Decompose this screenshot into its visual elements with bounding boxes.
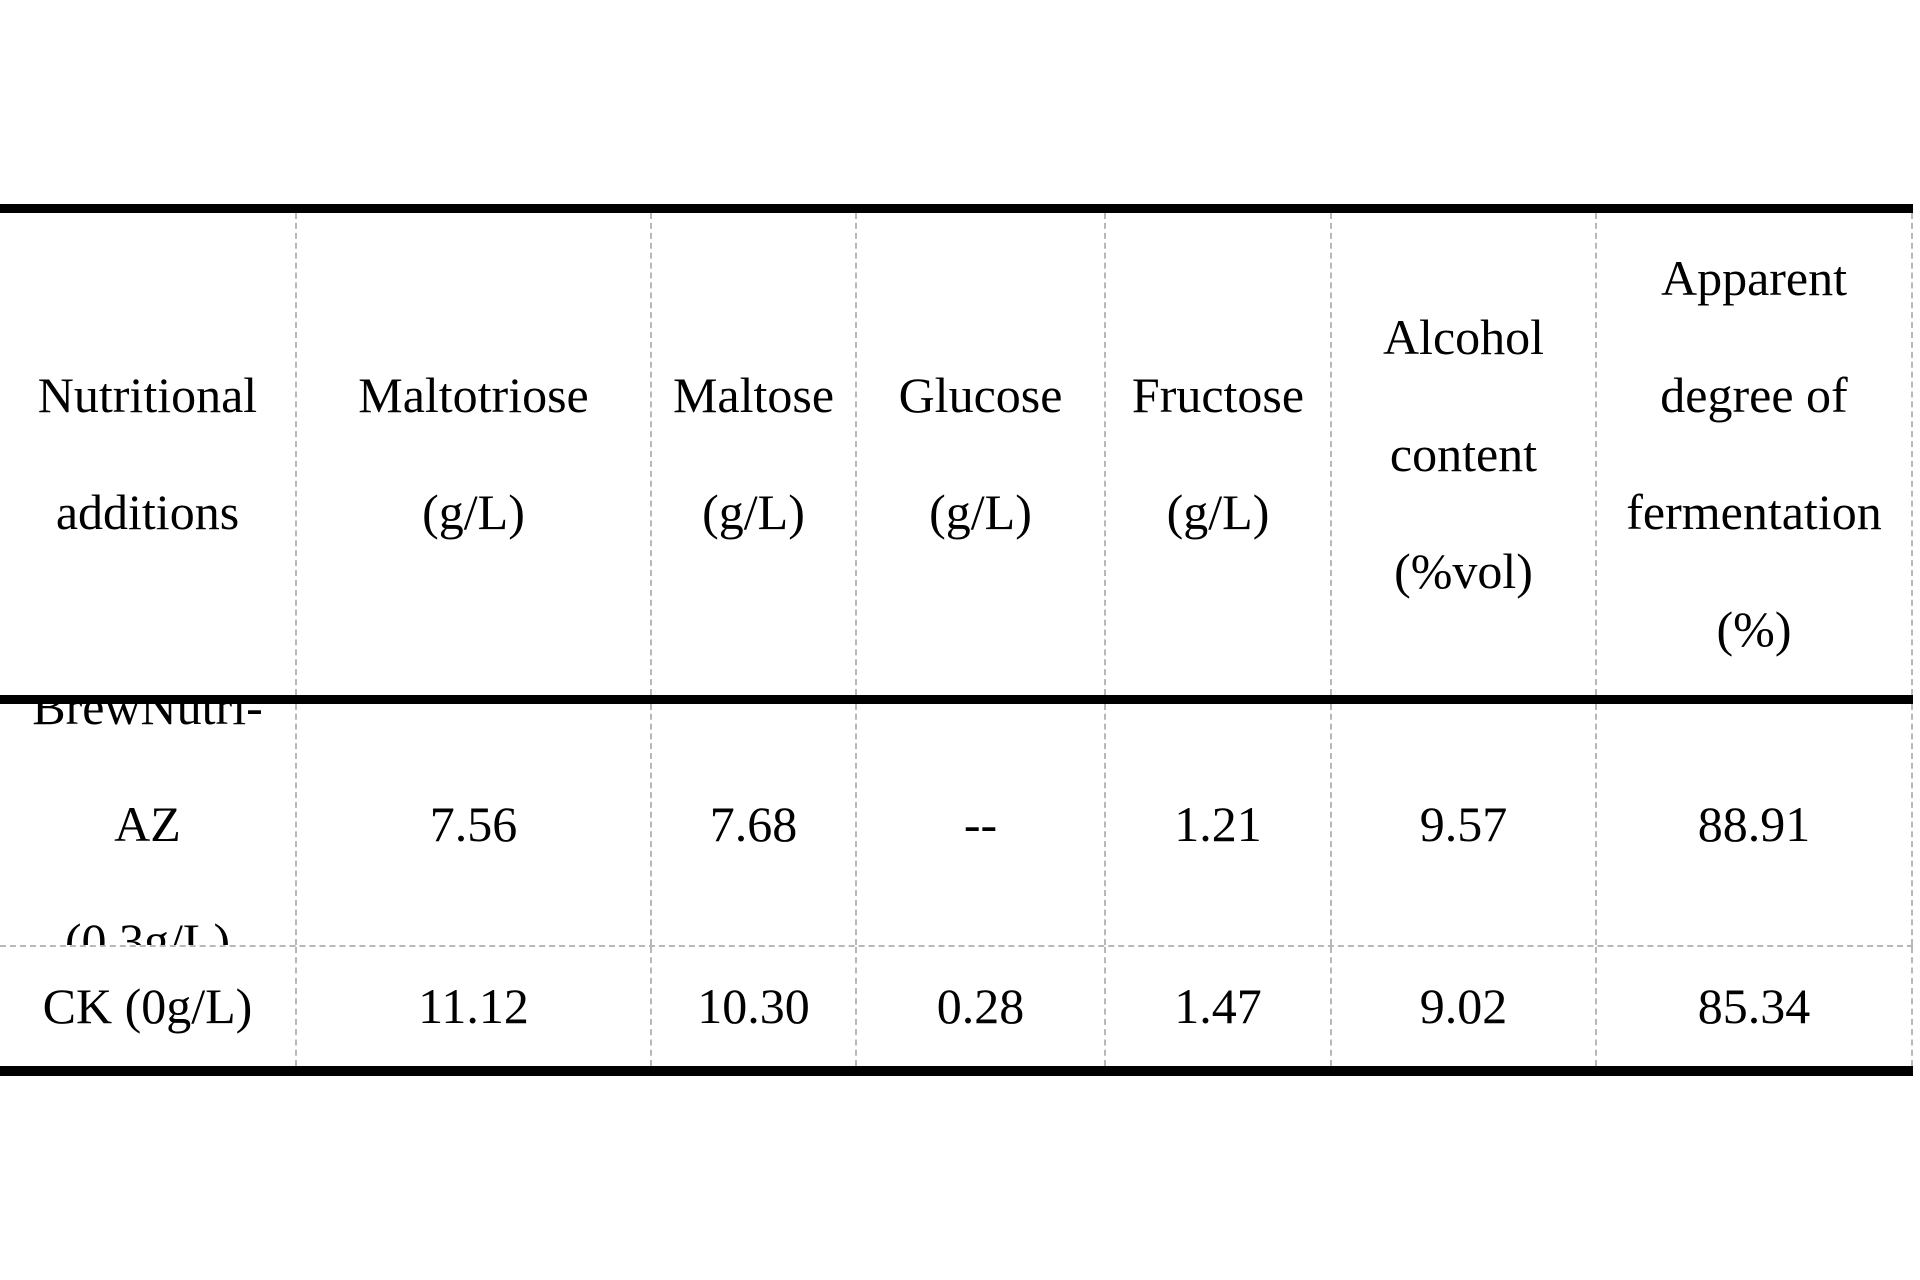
cell-glucose-brewnutri: -- [855, 704, 1104, 945]
cell-alcohol-content-ck: 9.02 [1330, 947, 1595, 1066]
col-header-apparent-degree-of-fermentation: Apparent degree of fermentation (%) [1595, 213, 1913, 695]
table-row-ck: CK (0g/L) 11.12 10.30 0.28 1.47 9.02 85.… [0, 945, 1913, 1066]
header-separator-border [0, 695, 1913, 704]
table-bottom-border [0, 1066, 1913, 1076]
row-label-brewnutri-az: BrewNutri-AZ (0.3g/L) [32, 704, 263, 945]
cell-glucose-ck: 0.28 [855, 947, 1104, 1066]
col-header-glucose: Glucose (g/L) [855, 213, 1104, 695]
row-label-ck: CK (0g/L) [42, 978, 253, 1034]
cell-maltose-ck: 10.30 [650, 947, 855, 1066]
cell-alcohol-content-brewnutri: 9.57 [1330, 704, 1595, 945]
table-row-brewnutri-az: BrewNutri-AZ (0.3g/L) 7.56 7.68 -- 1.21 … [0, 704, 1913, 945]
cell-maltotriose-ck: 11.12 [295, 947, 650, 1066]
cell-fructose-ck: 1.47 [1104, 947, 1330, 1066]
table-top-border [0, 204, 1913, 213]
cell-fructose-brewnutri: 1.21 [1104, 704, 1330, 945]
cell-apparent-fermentation-brewnutri: 88.91 [1595, 704, 1913, 945]
col-header-maltotriose: Maltotriose (g/L) [295, 213, 650, 695]
col-header-maltose: Maltose (g/L) [650, 213, 855, 695]
cell-maltose-brewnutri: 7.68 [650, 704, 855, 945]
cell-maltotriose-brewnutri: 7.56 [295, 704, 650, 945]
fermentation-results-table: Nutritional additions Maltotriose (g/L) … [0, 204, 1913, 1076]
col-header-fructose: Fructose (g/L) [1104, 213, 1330, 695]
table-header-row: Nutritional additions Maltotriose (g/L) … [0, 213, 1913, 695]
cell-apparent-fermentation-ck: 85.34 [1595, 947, 1913, 1066]
col-header-alcohol-content: Alcohol content (%vol) [1330, 213, 1595, 695]
col-header-nutritional-additions: Nutritional additions [37, 367, 258, 540]
